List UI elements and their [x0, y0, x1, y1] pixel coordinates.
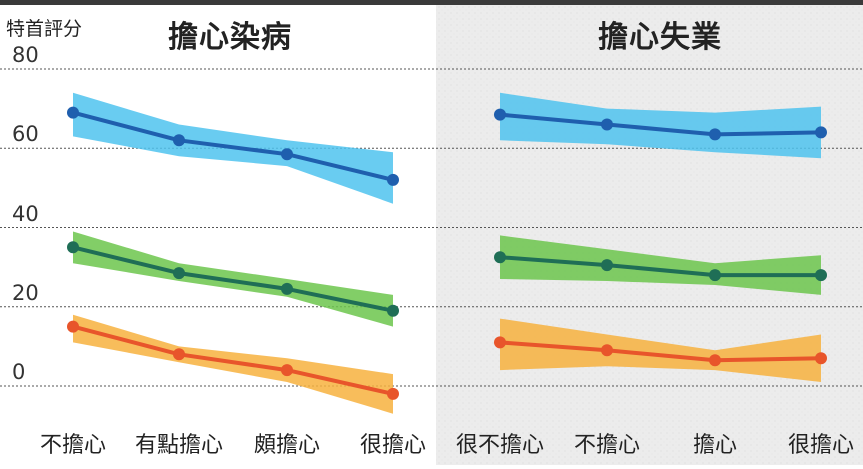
x-category-label: 不擔心 [573, 433, 641, 458]
data-point [709, 354, 721, 367]
panel-worry-unemployment [494, 92, 827, 382]
confidence-band [500, 235, 821, 295]
y-tick-label: 60 [12, 122, 39, 147]
x-category-label: 很擔心 [787, 433, 855, 458]
series-line [499, 340, 822, 363]
data-point [709, 128, 721, 141]
data-point [387, 387, 399, 400]
data-point [67, 106, 79, 119]
data-point [601, 259, 613, 272]
data-point [387, 173, 399, 186]
confidence-band [500, 92, 821, 159]
panel-title-unemployment: 擔心失業 [598, 20, 722, 55]
x-category-label: 擔心 [692, 433, 738, 458]
data-point [494, 108, 506, 121]
panel-worry-illness [67, 92, 399, 414]
data-point [173, 267, 185, 280]
confidence-band [500, 318, 821, 382]
series-line [72, 245, 394, 313]
data-point [815, 352, 827, 365]
data-point [67, 320, 79, 333]
y-tick-label: 40 [12, 201, 39, 226]
data-point [815, 126, 827, 139]
data-point [281, 148, 293, 161]
y-axis-label: 特首評分 [6, 18, 83, 40]
data-point [494, 251, 506, 264]
series-line [499, 112, 822, 137]
panel-title-illness: 擔心染病 [168, 20, 292, 55]
top-rule [0, 0, 863, 5]
data-point [709, 269, 721, 282]
data-point [281, 282, 293, 295]
x-category-label: 很不擔心 [455, 433, 545, 458]
data-point [67, 241, 79, 254]
data-point [281, 364, 293, 377]
data-point [173, 134, 185, 147]
series-line [499, 255, 821, 278]
data-point [601, 118, 613, 131]
y-tick-label: 80 [12, 43, 39, 67]
y-tick-label: 20 [12, 280, 39, 305]
data-point [173, 348, 185, 361]
right-panel-background [436, 0, 863, 465]
x-category-label: 很擔心 [359, 433, 427, 458]
x-category-label: 不擔心 [39, 433, 107, 458]
y-tick-label: 0 [12, 360, 26, 384]
data-point [494, 336, 506, 349]
series-line [72, 324, 394, 396]
series-line [72, 110, 394, 182]
data-point [815, 269, 827, 282]
x-category-label: 有點擔心 [134, 433, 224, 458]
x-category-label: 頗擔心 [253, 433, 321, 458]
data-point [387, 304, 399, 317]
data-point [601, 344, 613, 357]
